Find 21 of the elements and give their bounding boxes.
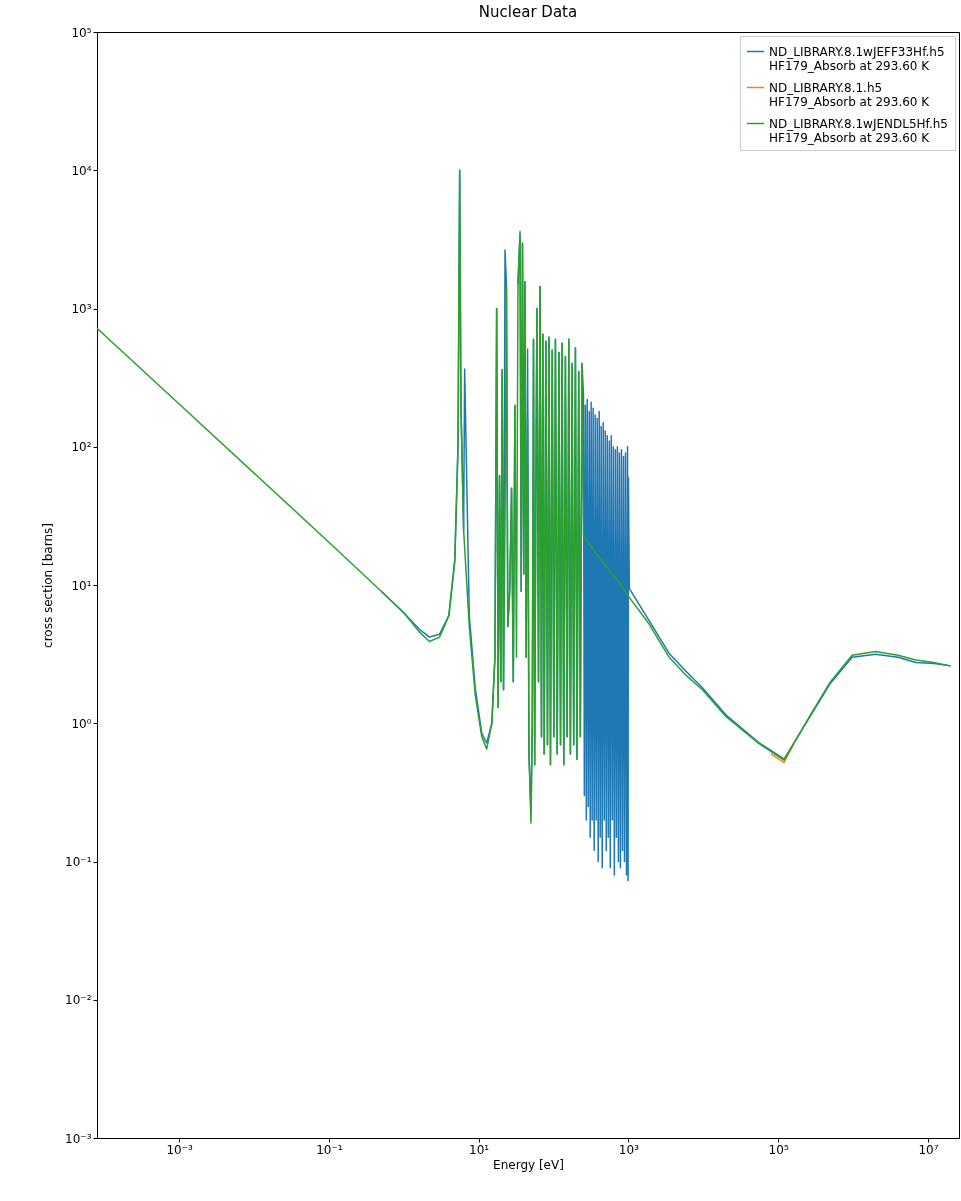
x-tick-label: 10⁻¹ — [316, 1142, 343, 1157]
y-tick-label: 10⁻³ — [65, 1131, 92, 1146]
y-tick-label: 10² — [71, 440, 92, 455]
y-tick-label: 10⁰ — [71, 716, 92, 731]
y-tick-label: 10¹ — [71, 578, 92, 593]
legend-label: ND_LIBRARY.8.1wJEFF33Hf.h5 HF179_Absorb at 293.60 K — [769, 44, 945, 73]
x-axis-title: Energy [eV] — [493, 1157, 564, 1172]
y-tick-label: 10⁻² — [65, 993, 92, 1008]
legend-label: ND_LIBRARY.8.1wJENDL5Hf.h5 HF179_Absorb at 293.60 K — [769, 116, 949, 145]
x-tick-label: 10⁷ — [918, 1142, 939, 1157]
x-tick-label: 10¹ — [469, 1142, 490, 1157]
y-axis-title: cross section [barns] — [41, 523, 56, 648]
x-tick-label: 10⁵ — [768, 1142, 789, 1157]
y-tick-label: 10⁻¹ — [65, 855, 92, 869]
chart-title: Nuclear Data — [478, 3, 578, 21]
legend-label: ND_LIBRARY.8.1.h5 HF179_Absorb at 293.60 K — [769, 80, 931, 109]
x-tick-label: 10⁻³ — [166, 1142, 194, 1157]
y-tick-label: 10⁴ — [71, 163, 92, 178]
y-tick-label: 10⁵ — [71, 25, 92, 40]
x-tick-label: 10³ — [618, 1142, 640, 1157]
y-tick-label: 10³ — [71, 302, 92, 316]
